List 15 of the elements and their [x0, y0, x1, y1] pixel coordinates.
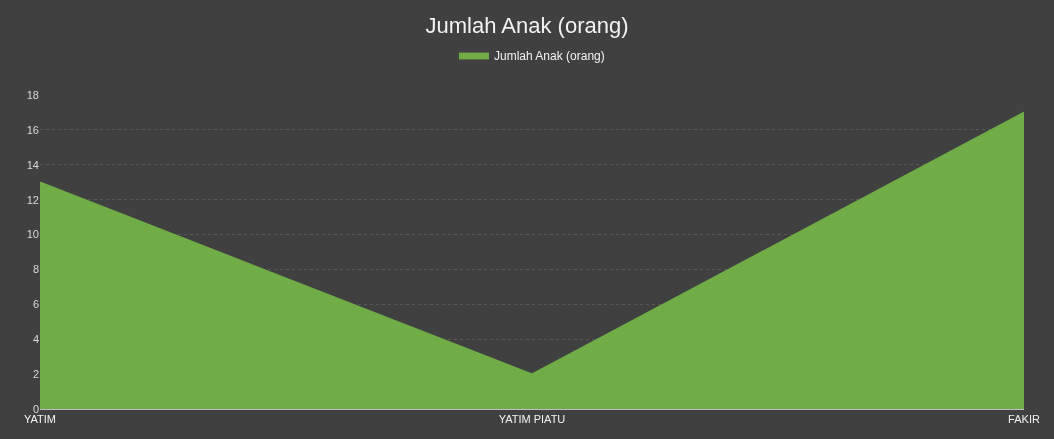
y-tick-label: 0 — [32, 402, 39, 415]
x-tick-label: YATIM PIATU — [498, 413, 566, 426]
legend-label: Jumlah Anak (orang) — [494, 49, 605, 64]
y-tick-label: 14 — [26, 158, 39, 171]
y-tick-label: 4 — [32, 333, 39, 346]
y-tick-label: 10 — [26, 228, 39, 241]
y-tick-label: 16 — [26, 123, 39, 136]
y-tick-label: 2 — [32, 367, 39, 380]
y-tick-label: 12 — [26, 193, 39, 206]
x-tick-label: YATIM — [24, 413, 56, 426]
chart-title: Jumlah Anak (orang) — [425, 12, 629, 38]
x-tick-label: FAKIR — [1008, 413, 1040, 426]
y-tick-label: 8 — [32, 263, 39, 276]
y-tick-label: 18 — [26, 88, 39, 101]
y-tick-label: 6 — [32, 298, 39, 311]
